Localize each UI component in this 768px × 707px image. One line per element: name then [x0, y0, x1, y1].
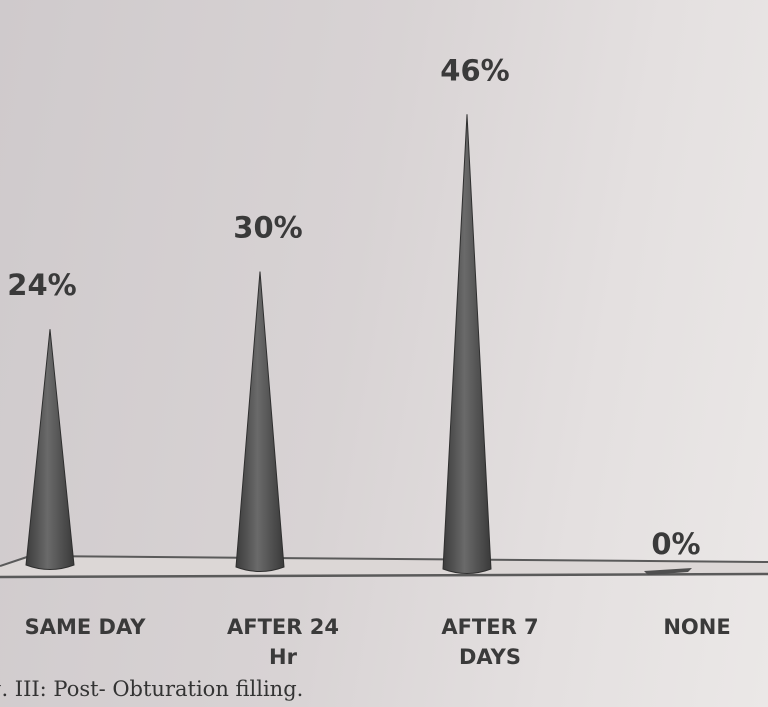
category-label-2-line-1: DAYS: [459, 645, 521, 669]
bar-0: [25, 329, 75, 570]
data-label-1: 30%: [233, 211, 302, 245]
figure-caption-text: g. III: Post- Obturation filling.: [0, 677, 304, 701]
bar-2: [442, 114, 492, 574]
category-label-3: NONE: [663, 615, 730, 639]
bar-3: [644, 568, 692, 575]
data-label-0: 24%: [7, 268, 76, 302]
cone-bar-chart: 24% 30% 46% 0% SAME DAY AFTER 24 Hr AFTER 7 DAY…: [0, 53, 768, 669]
data-label-2: 46%: [440, 53, 509, 87]
data-label-3: 0%: [651, 527, 700, 561]
category-label-1: AFTER 24: [227, 615, 339, 639]
bar-1: [235, 271, 285, 572]
category-label-0: SAME DAY: [25, 615, 147, 639]
category-label-1-line-1: Hr: [269, 645, 298, 669]
category-label-2: AFTER 7: [441, 615, 538, 639]
chart-floor: [0, 555, 768, 579]
figure-caption: g. III: Post- Obturation filling.: [0, 675, 768, 707]
